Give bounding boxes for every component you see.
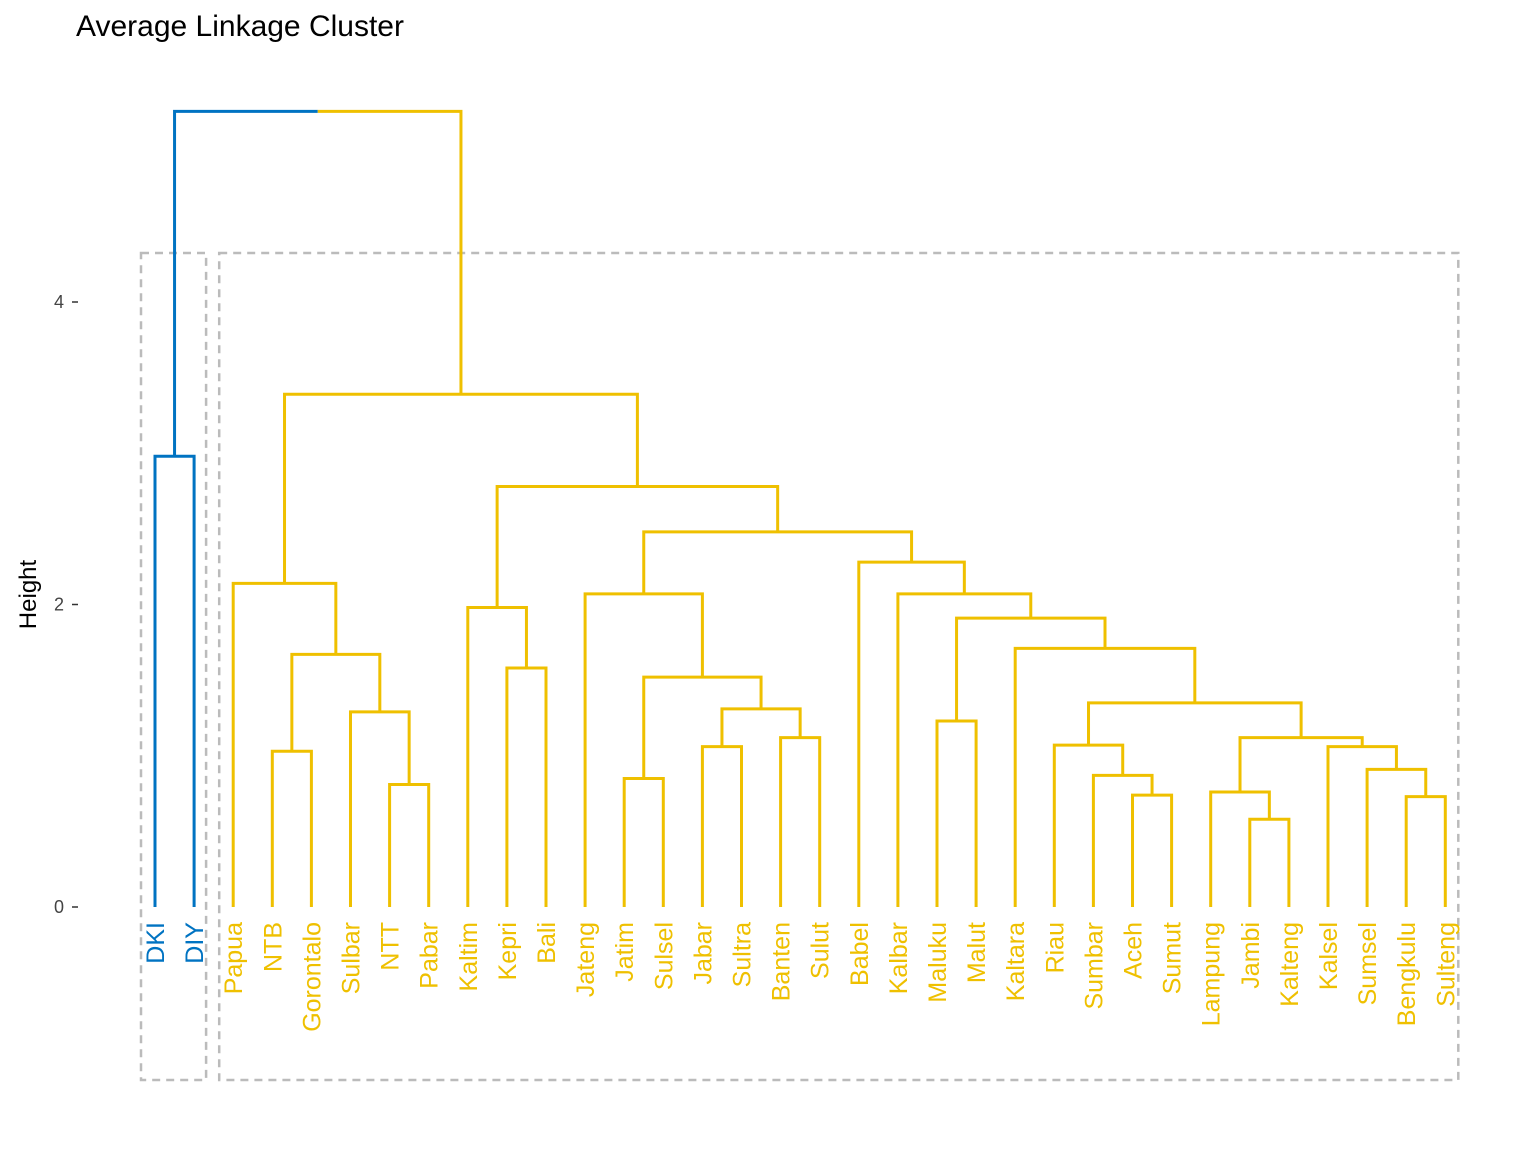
dendrogram-branch — [290, 652, 382, 752]
dendrogram-branch — [505, 666, 548, 907]
leaf-label: Sulsel — [650, 922, 678, 990]
cluster-box — [217, 251, 1460, 1082]
leaf-label: Riau — [1041, 922, 1069, 973]
dendrogram-branch — [153, 454, 196, 907]
y-axis: 0 2 4 Height — [15, 292, 78, 917]
dendrogram-branch — [720, 707, 802, 747]
leaf-label: Kepri — [494, 922, 522, 980]
leaf-label: Lampung — [1198, 922, 1226, 1026]
leaf-label: Babel — [846, 922, 874, 986]
leaf-labels: DKI DIY Papua NTB Gorontalo Sulbar NTT Pabar Kal… — [142, 922, 1460, 1032]
leaf-label: Aceh — [1120, 922, 1148, 979]
dendrogram-branch — [495, 485, 780, 608]
leaf-label: Bali — [533, 922, 561, 964]
dendrogram-branch — [857, 560, 966, 907]
dendrogram-branch — [1131, 793, 1174, 907]
dendrogram-branch — [622, 776, 665, 907]
leaf-label: Kaltara — [1002, 922, 1030, 1001]
leaf-label: Gorontalo — [298, 922, 326, 1032]
leaf-label: Malut — [963, 922, 991, 983]
leaf-label: Kalbar — [885, 922, 913, 994]
leaf-label: Sultra — [729, 922, 757, 987]
dendrogram-branch — [955, 616, 1107, 721]
leaf-label: Sumsel — [1354, 922, 1382, 1005]
dendrogram-branch — [1013, 646, 1197, 907]
leaf-label: Jateng — [572, 922, 600, 997]
dendrogram-branch — [700, 745, 743, 907]
leaf-label: Kalsel — [1315, 922, 1343, 990]
y-tick-label: 0 — [54, 897, 64, 917]
leaf-label: Jatim — [611, 922, 639, 982]
dendrogram-branch — [270, 749, 313, 907]
leaf-label: Bengkulu — [1393, 922, 1421, 1026]
leaf-label: DKI — [142, 922, 170, 964]
leaf-label: Kalteng — [1276, 922, 1304, 1007]
leaf-label: Jambi — [1237, 922, 1265, 989]
dendrogram-branch — [466, 606, 528, 907]
y-tick-label: 2 — [54, 595, 64, 615]
leaf-label: Sulbar — [338, 922, 366, 994]
leaf-label: Banten — [768, 922, 796, 1001]
y-axis-label: Height — [15, 559, 42, 629]
dendrogram-branch — [1209, 790, 1271, 907]
leaf-label: NTT — [377, 922, 405, 971]
leaf-label: Sulut — [807, 922, 835, 979]
dendrogram-branch — [283, 392, 639, 584]
leaf-label: Sumbar — [1080, 922, 1108, 1010]
dendrogram-branches — [153, 109, 1447, 907]
dendrogram-branch — [1404, 795, 1447, 907]
chart-title: Average Linkage Cluster — [76, 10, 404, 43]
leaf-label: Papua — [220, 922, 248, 994]
leaf-label: Maluku — [924, 922, 952, 1003]
leaf-label: Pabar — [416, 922, 444, 989]
leaf-label: Jabar — [689, 922, 717, 985]
y-tick-label: 4 — [54, 292, 64, 312]
leaf-label: Sulteng — [1432, 922, 1460, 1007]
dendrogram-branch — [349, 710, 411, 907]
dendrogram-branch — [1052, 743, 1125, 907]
dendrogram-branch — [779, 736, 822, 907]
leaf-label: Sumut — [1159, 922, 1187, 994]
dendrogram-branch — [935, 719, 978, 907]
dendrogram-branch — [317, 109, 463, 395]
dendrogram-branch — [1248, 817, 1291, 907]
leaf-label: NTB — [259, 922, 287, 972]
dendrogram-branch — [388, 782, 431, 907]
leaf-label: Kaltim — [455, 922, 483, 991]
leaf-label: DIY — [181, 922, 209, 964]
dendrogram-branch — [896, 592, 1033, 907]
dendrogram-branch — [173, 109, 318, 457]
dendrogram-branch — [231, 581, 338, 907]
dendrogram-branch — [1365, 767, 1428, 907]
